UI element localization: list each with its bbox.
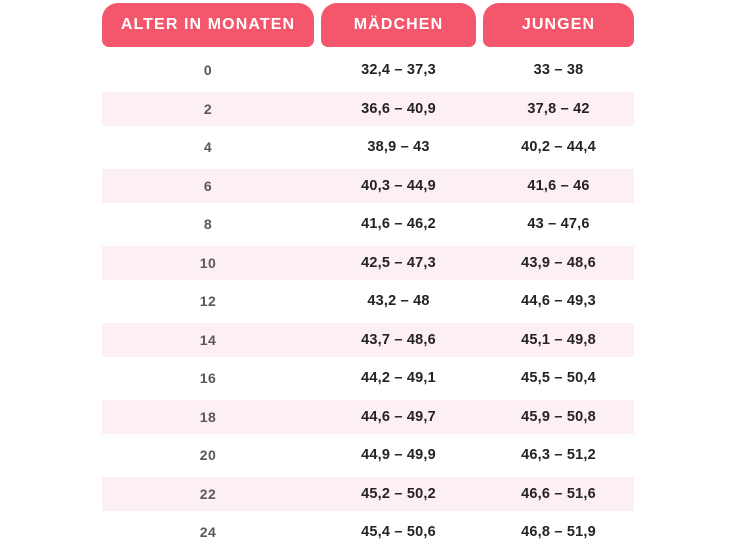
boys-range-cell: 37,8 – 42 bbox=[527, 100, 590, 117]
boys-range-cell: 46,6 – 51,6 bbox=[521, 485, 596, 502]
table-header-row: ALTER IN MONATEN MÄDCHEN JUNGEN bbox=[102, 3, 634, 47]
table-row: 10 42,5 – 47,3 43,9 – 48,6 bbox=[102, 244, 634, 283]
girls-range-cell: 38,9 – 43 bbox=[367, 139, 430, 156]
girls-range-cell: 42,5 – 47,3 bbox=[361, 254, 436, 271]
header-boys: JUNGEN bbox=[483, 3, 634, 47]
table-body: 0 32,4 – 37,3 33 – 38 2 36,6 – 40,9 37,8… bbox=[102, 51, 634, 552]
age-cell: 10 bbox=[199, 254, 217, 271]
girls-range-cell: 45,4 – 50,6 bbox=[361, 524, 436, 541]
age-cell: 22 bbox=[199, 485, 217, 502]
table-row: 4 38,9 – 43 40,2 – 44,4 bbox=[102, 128, 634, 167]
girls-range-cell: 36,6 – 40,9 bbox=[361, 100, 436, 117]
girls-range-cell: 32,4 – 37,3 bbox=[361, 62, 436, 79]
header-girls-label: MÄDCHEN bbox=[353, 16, 444, 33]
girls-range-cell: 41,6 – 46,2 bbox=[361, 216, 436, 233]
boys-range-cell: 44,6 – 49,3 bbox=[521, 293, 596, 310]
boys-range-cell: 46,8 – 51,9 bbox=[521, 524, 596, 541]
boys-range-cell: 46,3 – 51,2 bbox=[521, 447, 596, 464]
girls-range-cell: 44,6 – 49,7 bbox=[361, 408, 436, 425]
table-row: 14 43,7 – 48,6 45,1 – 49,8 bbox=[102, 321, 634, 360]
header-age-in-months: ALTER IN MONATEN bbox=[102, 3, 314, 47]
boys-range-cell: 45,9 – 50,8 bbox=[521, 408, 596, 425]
table-row: 2 36,6 – 40,9 37,8 – 42 bbox=[102, 90, 634, 129]
boys-range-cell: 43 – 47,6 bbox=[527, 216, 590, 233]
table-row: 22 45,2 – 50,2 46,6 – 51,6 bbox=[102, 475, 634, 514]
boys-range-cell: 33 – 38 bbox=[533, 62, 584, 79]
age-cell: 0 bbox=[203, 62, 213, 79]
age-cell: 2 bbox=[203, 100, 213, 117]
table-row: 12 43,2 – 48 44,6 – 49,3 bbox=[102, 282, 634, 321]
girls-range-cell: 44,2 – 49,1 bbox=[361, 370, 436, 387]
age-cell: 16 bbox=[199, 370, 217, 387]
boys-range-cell: 40,2 – 44,4 bbox=[521, 139, 596, 156]
age-cell: 18 bbox=[199, 408, 217, 425]
age-cell: 6 bbox=[203, 177, 213, 194]
age-cell: 14 bbox=[199, 331, 217, 348]
table-row: 0 32,4 – 37,3 33 – 38 bbox=[102, 51, 634, 90]
table-row: 6 40,3 – 44,9 41,6 – 46 bbox=[102, 167, 634, 206]
table-row: 8 41,6 – 46,2 43 – 47,6 bbox=[102, 205, 634, 244]
girls-range-cell: 43,2 – 48 bbox=[367, 293, 430, 310]
table-row: 16 44,2 – 49,1 45,5 – 50,4 bbox=[102, 359, 634, 398]
header-girls: MÄDCHEN bbox=[321, 3, 476, 47]
girls-range-cell: 43,7 – 48,6 bbox=[361, 331, 436, 348]
age-cell: 20 bbox=[199, 447, 217, 464]
boys-range-cell: 45,1 – 49,8 bbox=[521, 331, 596, 348]
boys-range-cell: 43,9 – 48,6 bbox=[521, 254, 596, 271]
boys-range-cell: 41,6 – 46 bbox=[527, 177, 590, 194]
girls-range-cell: 45,2 – 50,2 bbox=[361, 485, 436, 502]
growth-table: ALTER IN MONATEN MÄDCHEN JUNGEN 0 32,4 –… bbox=[102, 3, 634, 552]
age-cell: 4 bbox=[203, 139, 213, 156]
table-row: 18 44,6 – 49,7 45,9 – 50,8 bbox=[102, 398, 634, 437]
header-boys-label: JUNGEN bbox=[521, 16, 596, 33]
age-cell: 8 bbox=[203, 216, 213, 233]
age-cell: 12 bbox=[199, 293, 217, 310]
table-row: 20 44,9 – 49,9 46,3 – 51,2 bbox=[102, 436, 634, 475]
age-cell: 24 bbox=[199, 524, 217, 541]
header-age-label: ALTER IN MONATEN bbox=[120, 16, 296, 33]
table-row: 24 45,4 – 50,6 46,8 – 51,9 bbox=[102, 513, 634, 552]
girls-range-cell: 40,3 – 44,9 bbox=[361, 177, 436, 194]
boys-range-cell: 45,5 – 50,4 bbox=[521, 370, 596, 387]
girls-range-cell: 44,9 – 49,9 bbox=[361, 447, 436, 464]
